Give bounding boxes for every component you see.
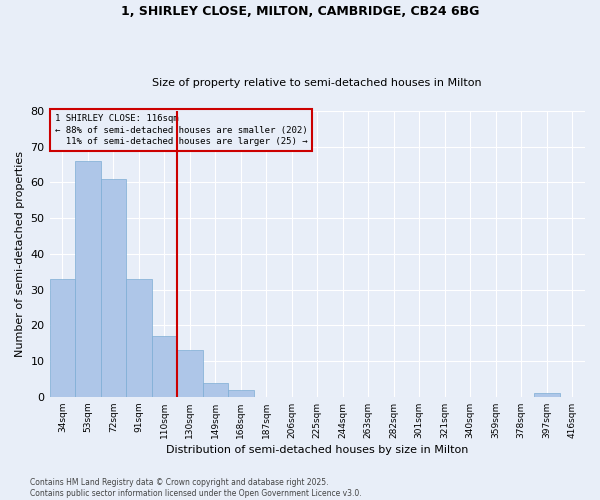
- X-axis label: Distribution of semi-detached houses by size in Milton: Distribution of semi-detached houses by …: [166, 445, 469, 455]
- Bar: [50, 279, 75, 397]
- Bar: [228, 390, 254, 397]
- Text: Contains HM Land Registry data © Crown copyright and database right 2025.
Contai: Contains HM Land Registry data © Crown c…: [30, 478, 362, 498]
- Bar: [152, 336, 177, 397]
- Text: 1, SHIRLEY CLOSE, MILTON, CAMBRIDGE, CB24 6BG: 1, SHIRLEY CLOSE, MILTON, CAMBRIDGE, CB2…: [121, 5, 479, 18]
- Bar: [126, 279, 152, 397]
- Bar: [101, 179, 126, 397]
- Title: Size of property relative to semi-detached houses in Milton: Size of property relative to semi-detach…: [152, 78, 482, 88]
- Bar: [203, 382, 228, 397]
- Bar: [75, 161, 101, 397]
- Bar: [534, 393, 560, 397]
- Text: 1 SHIRLEY CLOSE: 116sqm
← 88% of semi-detached houses are smaller (202)
  11% of: 1 SHIRLEY CLOSE: 116sqm ← 88% of semi-de…: [55, 114, 308, 146]
- Y-axis label: Number of semi-detached properties: Number of semi-detached properties: [15, 151, 25, 357]
- Bar: [177, 350, 203, 397]
